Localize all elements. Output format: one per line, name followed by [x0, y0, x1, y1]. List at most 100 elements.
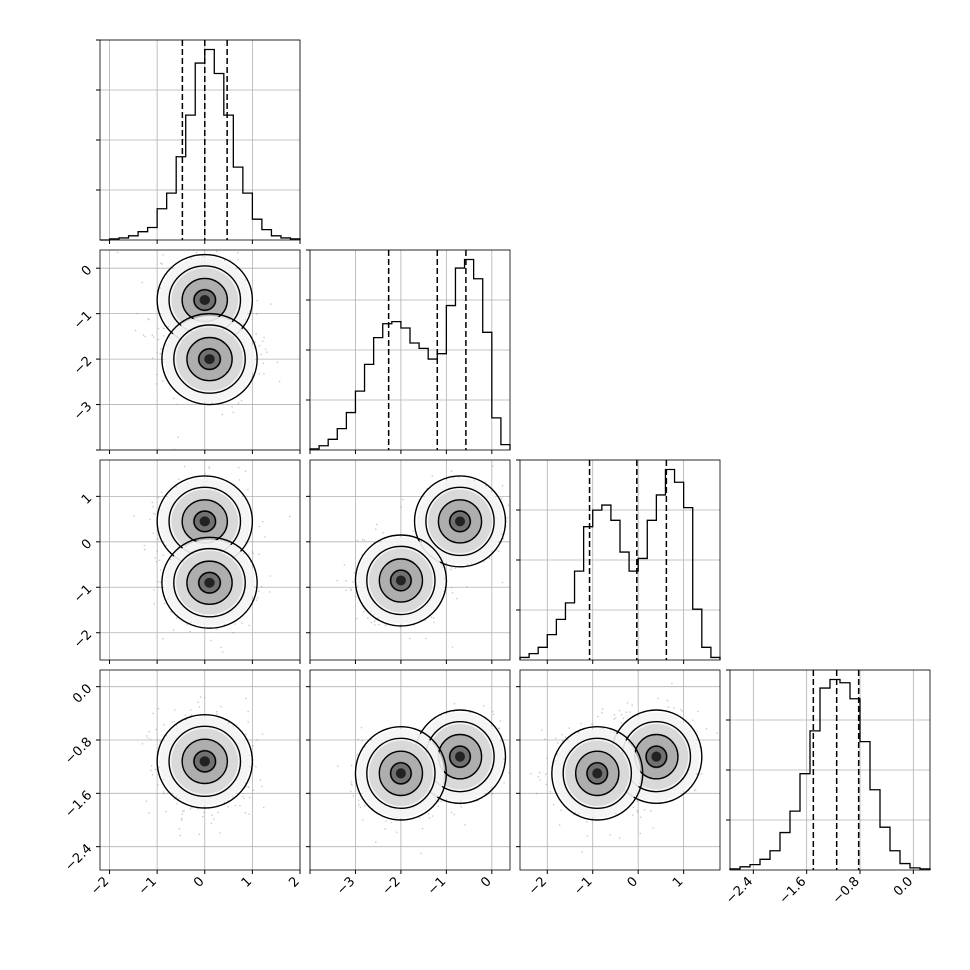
- x-tick-label: −2: [88, 874, 112, 898]
- contour-line: [173, 547, 246, 618]
- contour-line: [562, 737, 633, 810]
- contour-line: [193, 510, 217, 533]
- contour-line: [354, 725, 448, 821]
- panel-body: [133, 465, 291, 653]
- contour-line: [437, 499, 483, 544]
- y-tick-label: −0.8: [62, 735, 95, 768]
- x-tick-label: 0.0: [891, 874, 916, 899]
- panel-body: [336, 465, 510, 648]
- x-tick-label: 0: [625, 874, 641, 890]
- x-tick-label: 1: [239, 874, 255, 890]
- y-tick-label: −1.6: [62, 788, 95, 821]
- contour-panel-0-1: 0 −1 −2 −3: [71, 249, 301, 454]
- contour-line: [161, 536, 258, 629]
- contour-line: [449, 745, 471, 768]
- panel-frame: [99, 669, 301, 871]
- y-tick-label: 0: [79, 263, 95, 279]
- panel-body: [141, 696, 265, 837]
- x-tick-label: −2: [526, 874, 550, 898]
- x-tick-label: −1: [136, 874, 160, 898]
- x-tick-label: −1: [425, 874, 449, 898]
- density-block: [455, 751, 465, 762]
- density-block: [204, 354, 215, 365]
- panel-frame: [99, 459, 301, 661]
- y-tick-label: 0: [79, 537, 95, 553]
- contour-panel-1-3: −3 −2 −1 0: [306, 669, 511, 898]
- x-tick-label: −1: [571, 874, 595, 898]
- hist-panel-1: [306, 249, 511, 454]
- contour-panel-0-3: 0.0 −0.8 −1.6 −2.4−2 −1 0 1 2: [62, 669, 303, 898]
- x-tick-label: −0.8: [830, 874, 863, 907]
- x-tick-label: 0: [478, 874, 494, 890]
- panel-frame: [309, 669, 511, 871]
- contour-panel-2-3: −2 −1 0 1: [516, 669, 721, 898]
- contour-line: [161, 312, 258, 406]
- panel-body: [530, 682, 718, 853]
- x-tick-label: 2: [286, 874, 302, 890]
- panel-frame: [519, 459, 721, 661]
- x-tick-label: 0: [191, 874, 207, 890]
- hist-panel-3: −2.4 −1.6 −0.8 0.0: [723, 669, 931, 907]
- x-tick-label: −3: [334, 874, 358, 898]
- contour-line: [156, 713, 254, 809]
- contour-line: [354, 534, 448, 627]
- hist-step: [729, 678, 931, 870]
- density-block: [204, 577, 215, 588]
- contour-line: [198, 571, 221, 594]
- y-tick-label: −2: [71, 354, 95, 378]
- panel-frame: [519, 669, 721, 871]
- density-block: [455, 516, 465, 527]
- contour-line: [389, 569, 412, 592]
- density-block: [395, 575, 406, 586]
- contour-line: [645, 745, 668, 768]
- panel-frame: [309, 459, 511, 661]
- panel-frame: [99, 249, 301, 451]
- contour-line: [425, 486, 495, 557]
- contour-line: [586, 762, 609, 785]
- y-tick-label: −1: [71, 582, 95, 606]
- hist-step: [309, 258, 511, 450]
- density-block: [199, 756, 210, 767]
- contour-line: [193, 750, 217, 773]
- contour-line: [173, 324, 246, 394]
- y-tick-label: −1: [71, 308, 95, 332]
- y-tick-label: 1: [79, 491, 95, 507]
- contour-line: [378, 558, 424, 603]
- y-tick-label: −2.4: [62, 841, 95, 874]
- y-tick-label: −2: [71, 627, 95, 651]
- contour-line: [551, 725, 644, 821]
- contour-panel-0-2: 1 0 −1 −2: [71, 459, 301, 664]
- contour-line: [449, 510, 471, 533]
- x-tick-label: −2: [380, 874, 404, 898]
- x-tick-label: 1: [670, 874, 686, 890]
- density-block: [199, 295, 210, 305]
- contour-line: [413, 475, 507, 568]
- panel-frame: [309, 249, 511, 451]
- contour-line: [181, 738, 229, 785]
- y-tick-label: 0.0: [70, 681, 95, 706]
- density-block: [651, 751, 662, 762]
- y-tick-label: −3: [71, 399, 95, 423]
- hist-panel-2: [516, 459, 721, 664]
- density-block: [199, 516, 210, 527]
- hist-step: [100, 48, 301, 241]
- hist-panel-0: [96, 39, 301, 244]
- density-block: [592, 768, 603, 779]
- panel-frame: [729, 669, 931, 871]
- panel-body: [336, 702, 510, 855]
- density-block: [395, 768, 406, 779]
- contour-line: [366, 737, 436, 810]
- contour-line: [378, 750, 424, 797]
- contour-line: [186, 336, 233, 382]
- contour-line: [198, 348, 221, 371]
- contour-line: [193, 289, 217, 311]
- x-tick-label: −2.4: [723, 874, 756, 907]
- contour-line: [389, 762, 412, 785]
- contour-line: [168, 725, 242, 798]
- contour-line: [186, 560, 233, 606]
- panel-body: [116, 250, 281, 450]
- contour-line: [366, 545, 436, 616]
- contour-line: [574, 750, 620, 797]
- panel-frame: [99, 39, 301, 241]
